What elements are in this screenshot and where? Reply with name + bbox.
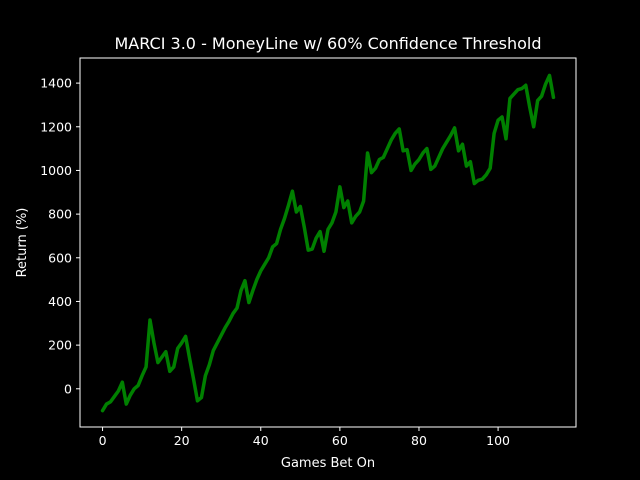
x-tick-label: 100	[486, 433, 510, 448]
x-axis-label: Games Bet On	[281, 456, 375, 471]
y-tick-label: 600	[48, 250, 72, 265]
y-axis-label: Return (%)	[15, 208, 30, 278]
y-tick-label: 0	[64, 381, 72, 396]
y-tick-label: 800	[48, 207, 72, 222]
x-tick-label: 20	[174, 433, 190, 448]
x-tick-label: 60	[332, 433, 348, 448]
x-tick-label: 0	[99, 433, 107, 448]
x-tick-label: 40	[253, 433, 269, 448]
series-line-0	[100, 73, 556, 413]
y-tick-label: 1400	[40, 76, 72, 91]
y-tick-label: 400	[48, 294, 72, 309]
chart-title: MARCI 3.0 - MoneyLine w/ 60% Confidence …	[114, 34, 541, 53]
y-tick-label: 1000	[40, 163, 72, 178]
y-tick-label: 1200	[40, 119, 72, 134]
y-tick-label: 200	[48, 338, 72, 353]
plot-area	[100, 73, 556, 413]
plot-frame	[79, 57, 577, 428]
x-tick-label: 80	[411, 433, 427, 448]
